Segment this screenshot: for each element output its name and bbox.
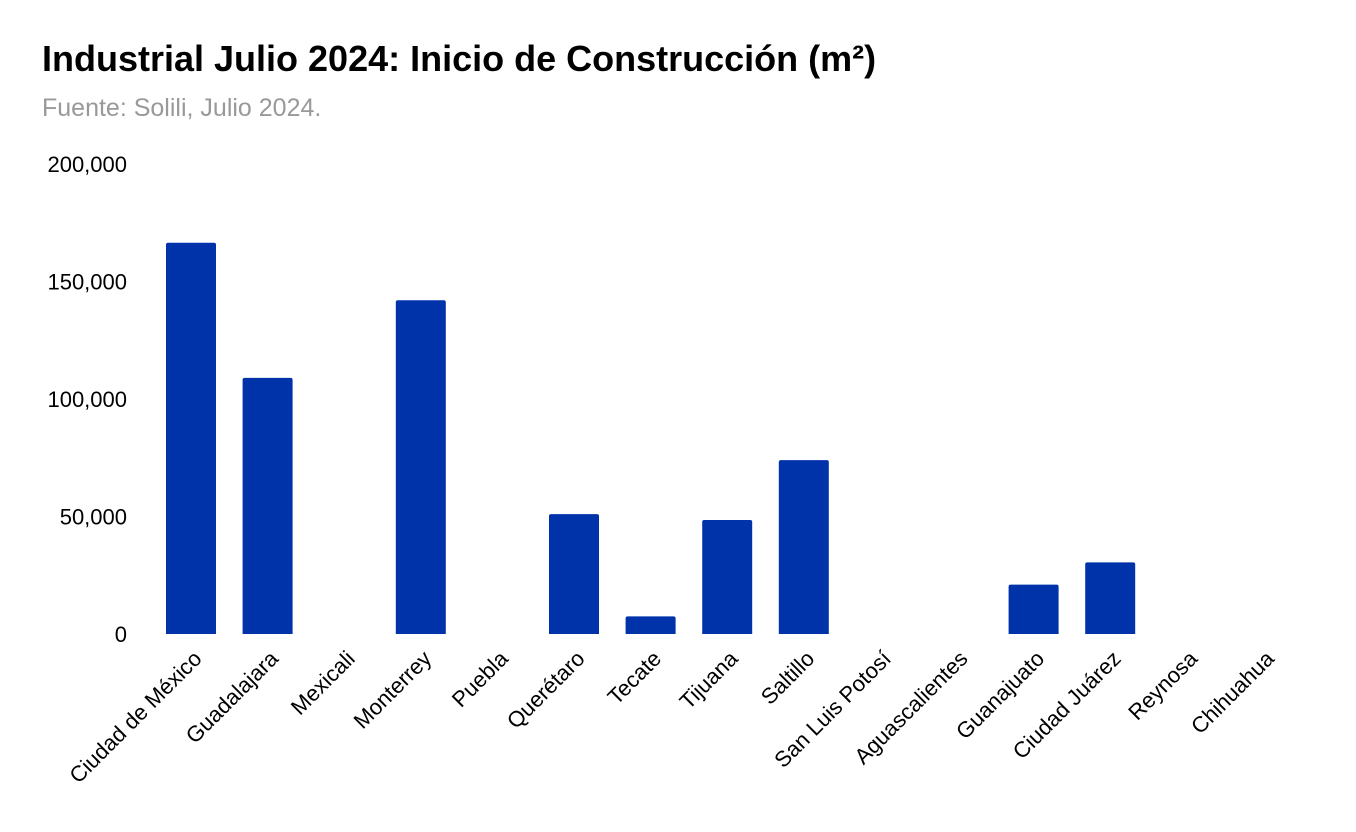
bar xyxy=(242,377,293,634)
bar xyxy=(166,242,216,634)
bar xyxy=(549,514,599,634)
x-category-label: Reynosa xyxy=(1123,645,1203,725)
bars-group xyxy=(166,242,1136,634)
x-category-label: Saltillo xyxy=(756,646,820,710)
y-tick-label: 50,000 xyxy=(60,505,127,530)
y-tick-label: 100,000 xyxy=(47,387,127,412)
bar xyxy=(1008,584,1059,634)
x-category-label: Tecate xyxy=(603,646,667,710)
y-tick-label: 200,000 xyxy=(47,152,127,177)
chart-subtitle: Fuente: Solili, Julio 2024. xyxy=(42,94,322,122)
x-category-label: Ciudad de México xyxy=(64,646,206,788)
bar xyxy=(1085,562,1136,634)
bar xyxy=(702,520,753,634)
x-category-label: Tijuana xyxy=(675,645,744,714)
x-category-label: Chihuahua xyxy=(1186,645,1279,738)
bar xyxy=(395,300,446,634)
bar xyxy=(778,460,829,634)
y-axis: 0 50,000 100,000 150,000 200,000 xyxy=(47,152,127,647)
bar xyxy=(625,616,676,634)
y-tick-label: 0 xyxy=(115,622,127,647)
y-tick-label: 150,000 xyxy=(47,270,127,295)
x-category-label: Puebla xyxy=(447,645,514,712)
x-category-label: Mexicali xyxy=(286,646,360,720)
x-category-label: Querétaro xyxy=(502,646,590,734)
x-category-label: Monterrey xyxy=(349,646,437,734)
chart-title: Industrial Julio 2024: Inicio de Constru… xyxy=(42,38,877,79)
